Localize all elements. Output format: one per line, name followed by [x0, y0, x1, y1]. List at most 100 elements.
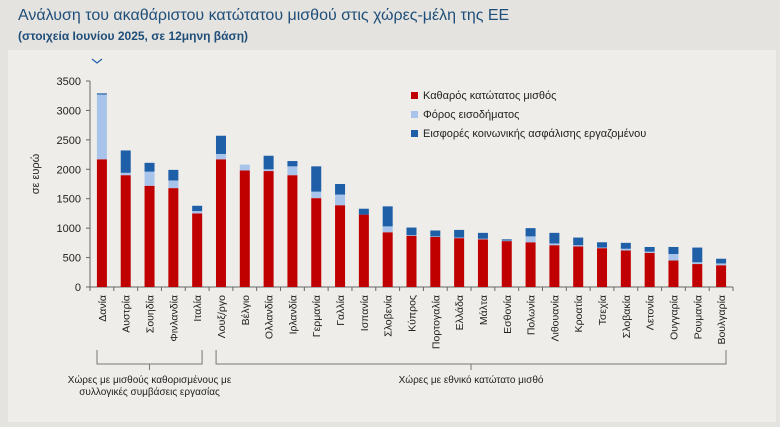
- bar-social: [215, 135, 226, 154]
- bar-tax: [692, 262, 703, 265]
- bar-tax: [287, 166, 298, 176]
- y-tick-label: 1500: [57, 194, 81, 206]
- group-brackets: Χώρες με μισθούς καθορισμένους μεσυλλογι…: [68, 350, 727, 398]
- bar-tax: [716, 263, 727, 266]
- x-tick-label: Γερμανία: [311, 295, 323, 337]
- bar-net: [335, 205, 346, 287]
- bar-net: [382, 232, 393, 287]
- bar-net: [144, 185, 155, 287]
- bar-social: [168, 169, 179, 181]
- legend-entry: Εισφορές κοινωνικής ασφάλισης εργαζομένο…: [423, 128, 646, 140]
- bar-net: [192, 213, 203, 287]
- y-tick-label: 2500: [57, 135, 81, 147]
- x-tick-label: Βέλγιο: [240, 295, 252, 326]
- axis-marker-icon: [91, 58, 103, 64]
- bar-tax: [454, 237, 465, 239]
- x-tick-label: Δανία: [97, 295, 109, 322]
- x-tick-label: Σλοβακία: [621, 295, 633, 338]
- bar-net: [358, 214, 369, 287]
- x-tick-label: Λετονία: [645, 295, 657, 330]
- bar-net: [549, 245, 560, 287]
- bar-social: [692, 247, 703, 263]
- bar-social: [144, 162, 155, 172]
- x-tick-label: Ιταλία: [192, 295, 204, 322]
- bar-social: [597, 242, 608, 248]
- bar-social: [406, 227, 417, 236]
- chart-title: Ανάλυση του ακαθάριστου κατώτατου μισθού…: [18, 7, 510, 24]
- y-tick-label: 0: [75, 282, 81, 294]
- x-tick-label: Πορτογαλία: [430, 295, 442, 349]
- bar-social: [263, 155, 274, 170]
- group-label: συλλογικές συμβάσεις εργασίας: [79, 386, 220, 398]
- bar-net: [692, 264, 703, 287]
- bar-net: [96, 159, 107, 287]
- bar-tax: [168, 180, 179, 189]
- bar-net: [477, 239, 488, 287]
- bar-net: [120, 175, 131, 287]
- bar-tax: [144, 171, 155, 186]
- bar-net: [168, 188, 179, 287]
- bar-social: [501, 239, 512, 241]
- x-tick-label: Βουλγαρία: [716, 295, 728, 345]
- y-tick-label: 2000: [57, 164, 81, 176]
- group-label: Χώρες με εθνικό κατώτατο μισθό: [399, 374, 544, 386]
- bar-net: [215, 159, 226, 287]
- bar-tax: [215, 153, 226, 160]
- x-tick-label: Γαλλία: [335, 295, 347, 326]
- bar-net: [716, 265, 727, 287]
- bar-social: [477, 232, 488, 239]
- bar-net: [644, 252, 655, 287]
- bar-net: [620, 250, 631, 287]
- y-tick-label: 3500: [57, 76, 81, 88]
- bar-net: [573, 246, 584, 287]
- bar-social: [454, 229, 465, 238]
- bar-net: [287, 175, 298, 287]
- bar-social: [192, 205, 203, 212]
- bar-net: [501, 241, 512, 287]
- legend-swatch: [411, 111, 418, 118]
- axes: 0 500 1000 1500 2000 2500 3000 3500 σε ευρώ: [30, 58, 734, 294]
- y-tick-label: 1000: [57, 223, 81, 235]
- legend-entry: Καθαρός κατώτατος μισθός: [423, 90, 556, 102]
- bar-net: [525, 242, 536, 287]
- bar-net: [239, 170, 250, 287]
- bar-tax: [620, 248, 631, 251]
- x-tick-label: Λουξ/ργο: [216, 295, 228, 338]
- x-tick-label: Ελλάδα: [454, 295, 466, 330]
- y-tick-label: 3000: [57, 105, 81, 117]
- x-tick-label: Κύπρος: [407, 295, 419, 332]
- bar-social: [549, 232, 560, 244]
- bar-social: [335, 184, 346, 195]
- group-bracket: [215, 350, 727, 370]
- bar-tax: [382, 226, 393, 233]
- x-tick-label: Σλοβενία: [383, 295, 395, 337]
- bar-social: [358, 208, 369, 215]
- bar-social: [668, 246, 679, 255]
- bar-social: [382, 206, 393, 227]
- bar-social: [430, 230, 441, 237]
- legend-entry: Φόρος εισοδήματος: [423, 109, 519, 121]
- x-tick-label: Κροατία: [573, 295, 585, 332]
- bar-social: [573, 237, 584, 246]
- chart-subtitle: (στοιχεία Ιουνίου 2025, σε 12μηνη βάση): [18, 29, 249, 43]
- bar-social: [525, 228, 536, 237]
- bar-tax: [263, 169, 274, 172]
- bar-social: [96, 93, 107, 95]
- bar-social: [716, 258, 727, 264]
- group-bracket: [96, 350, 203, 370]
- bar-tax: [668, 254, 679, 261]
- bar-net: [263, 171, 274, 287]
- y-axis-label: σε ευρώ: [30, 153, 42, 194]
- y-tick-label: 500: [63, 253, 81, 265]
- bar-tax: [549, 243, 560, 246]
- x-tick-label: Εσθονία: [502, 295, 514, 334]
- bar-tax: [335, 194, 346, 206]
- bar-net: [668, 260, 679, 287]
- bar-social: [120, 150, 131, 173]
- x-tick-label: Σουηδία: [145, 295, 157, 333]
- group-label: Χώρες με μισθούς καθορισμένους με: [68, 374, 232, 386]
- x-tick-label: Πολωνία: [526, 295, 538, 335]
- bar-social: [620, 242, 631, 249]
- x-tick-label: Ισπανία: [359, 295, 371, 331]
- bar-tax: [120, 172, 131, 176]
